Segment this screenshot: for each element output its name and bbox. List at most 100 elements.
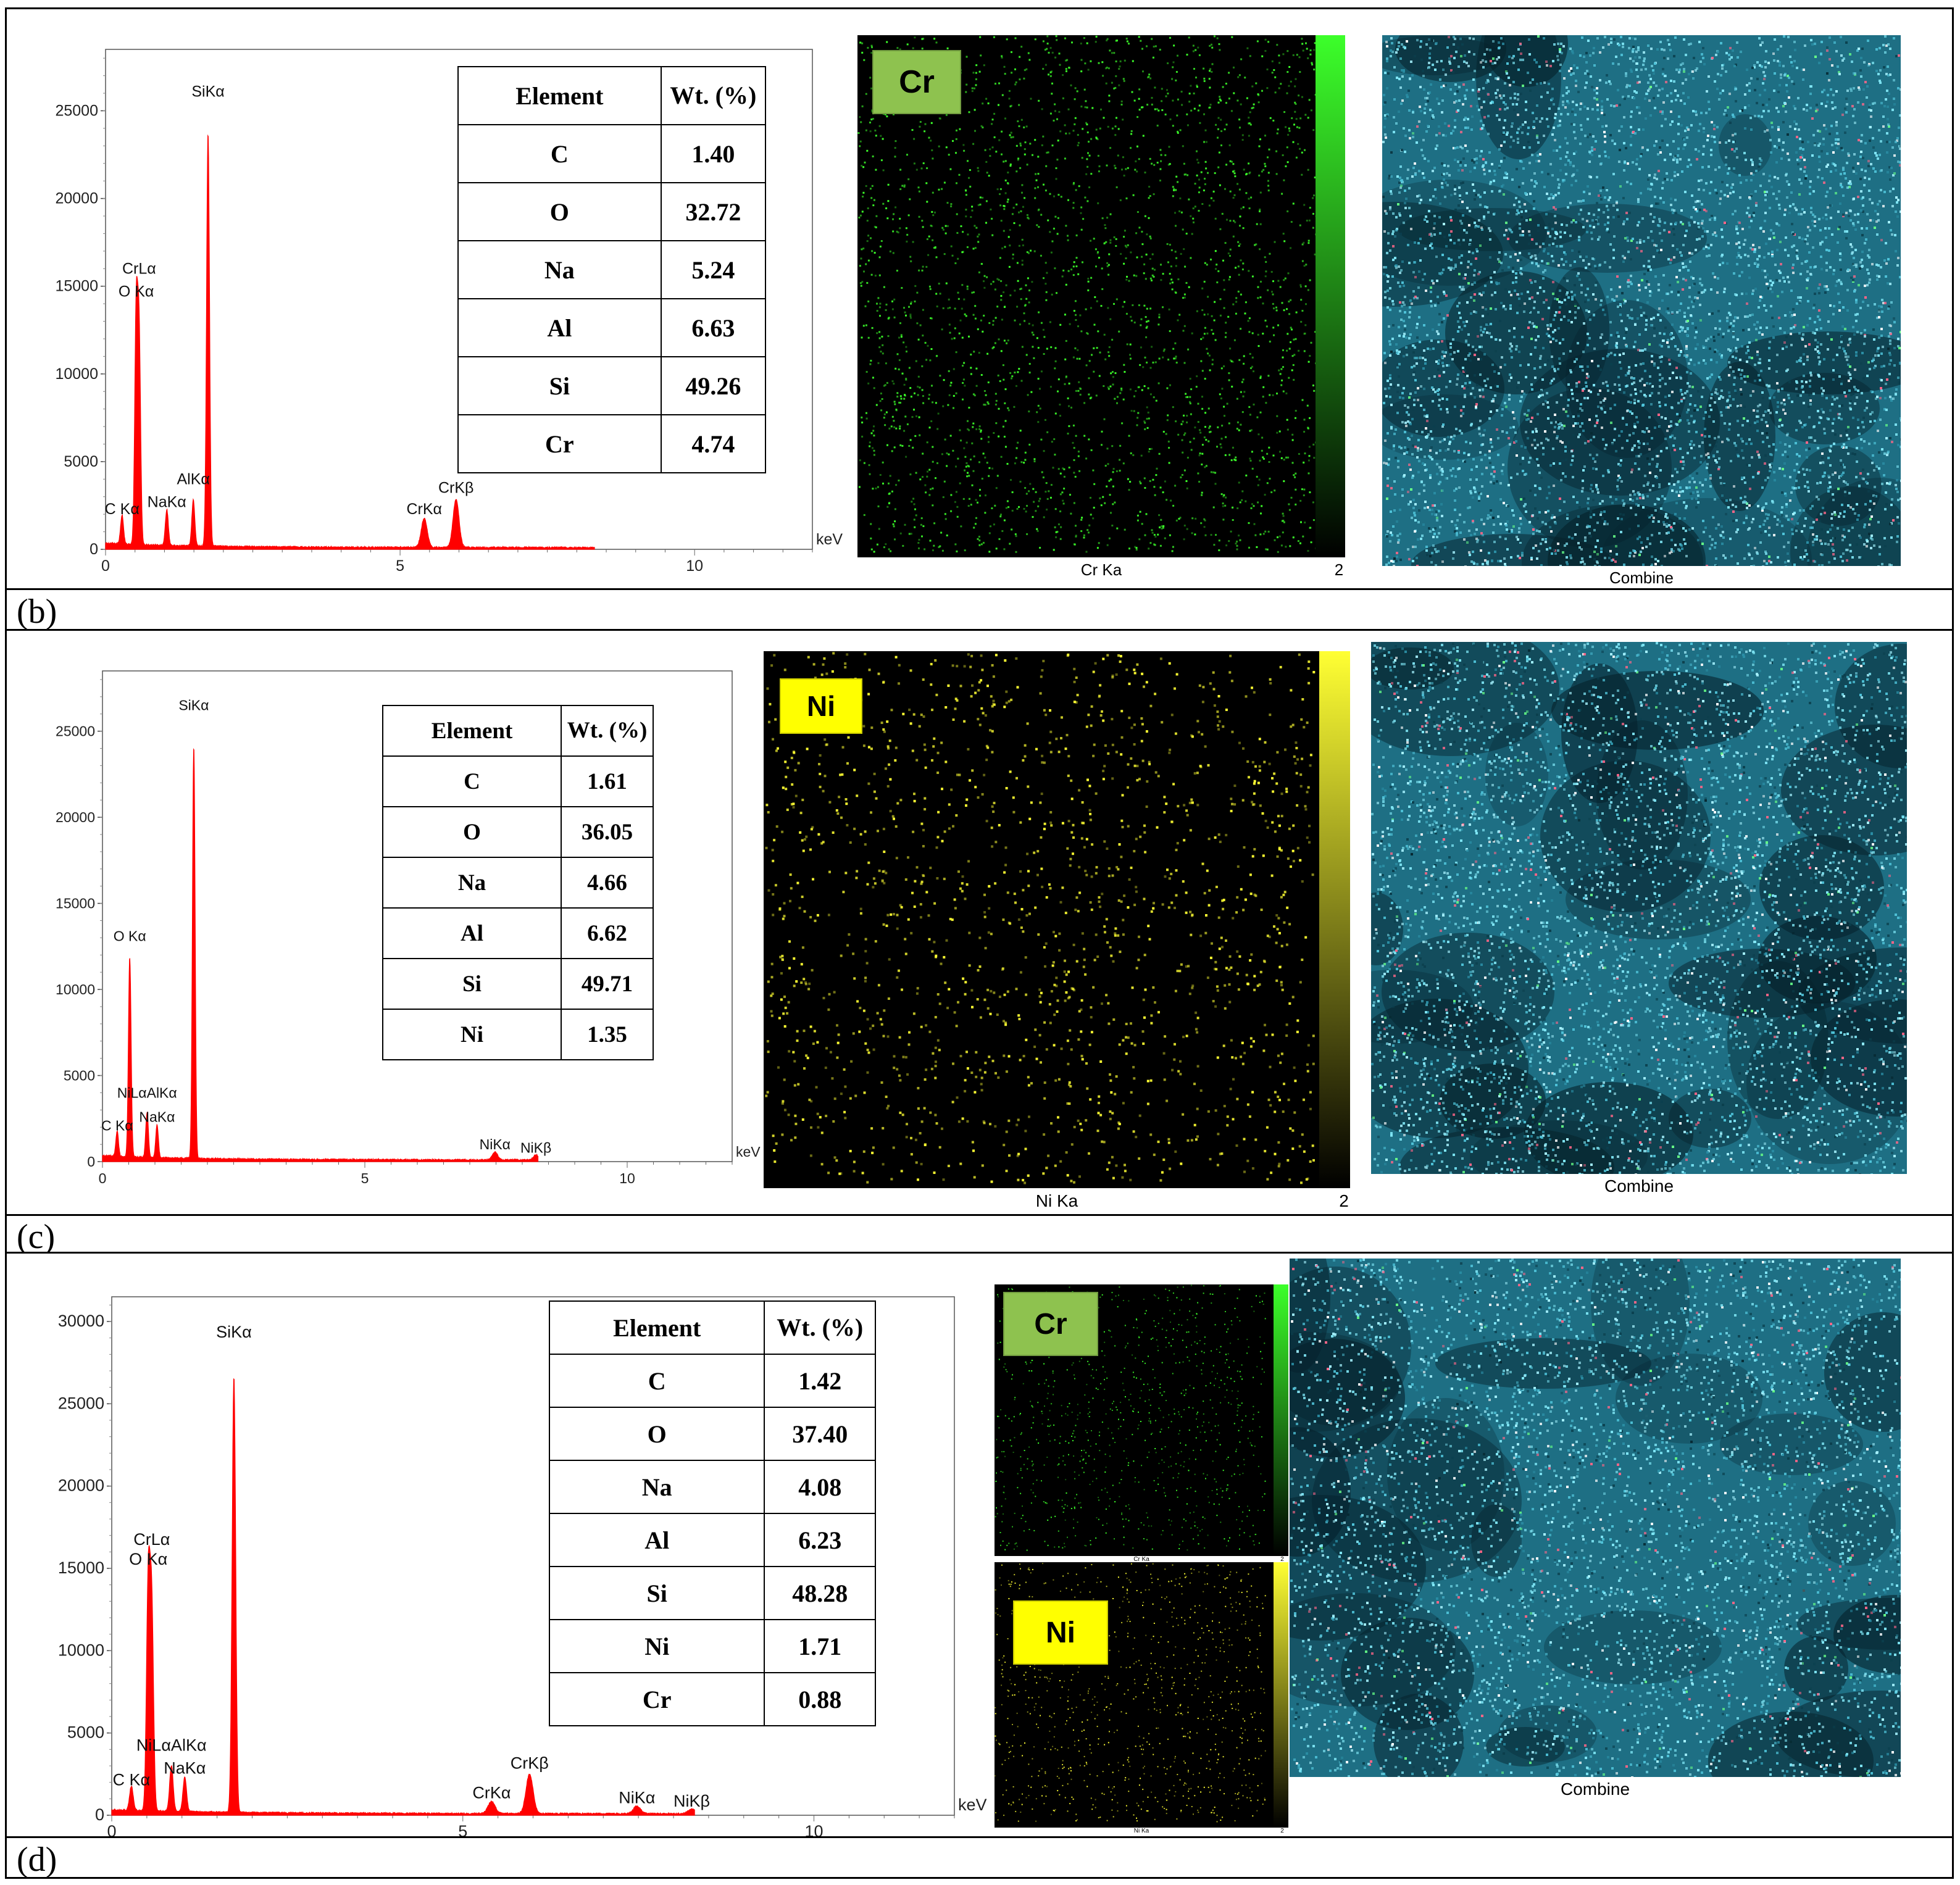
color-scale-bar: [1274, 1284, 1288, 1556]
combine-texture: [1371, 642, 1907, 1174]
combine-map-c: [1371, 642, 1907, 1174]
scale-max-label: 2: [1333, 560, 1345, 580]
table-row: O 36.05: [382, 806, 654, 858]
table-row: Si 49.71: [382, 958, 654, 1010]
x-tick-label: 5: [396, 557, 404, 575]
spectrum-svg: 0 5000 10000 15000 20000 25000 0 5 10 keV SiKα CrLα…: [55, 49, 843, 575]
wt-cell: 6.23: [764, 1513, 876, 1567]
composition-table-d: Element Wt. (%) C 1.42 O 37.40 Na 4.08 Al 6.23 Si 4…: [548, 1300, 876, 1726]
x-tick-label: 10: [686, 557, 703, 575]
panel-c: 0 5000 10000 15000 20000 25000 0 5 10 keV SiKα O Kα…: [5, 629, 1954, 1256]
panel-d: 0 5000 10000 15000 20000 25000 30000 0 5 10 keV SiK…: [5, 1252, 1954, 1879]
map-dots: [857, 35, 1345, 557]
table-row: Al 6.62: [382, 907, 654, 959]
y-tick-label: 15000: [55, 278, 98, 295]
y-tick-label: 25000: [56, 723, 95, 739]
wt-cell: 1.61: [561, 755, 654, 807]
wt-cell: 4.08: [764, 1460, 876, 1514]
table-row: Ni 1.35: [382, 1009, 654, 1060]
composition-table-b: Element Wt. (%) C 1.40 O 32.72 Na 5.24 Al 6.63 Si 4…: [457, 66, 767, 473]
element-cell: Ni: [548, 1619, 765, 1673]
peak-label: C Kα: [105, 501, 140, 518]
element-cell: Si: [457, 356, 662, 415]
peak-label: CrKβ: [511, 1754, 549, 1773]
peak-label: NiKα: [480, 1136, 511, 1152]
wt-cell: 36.05: [561, 806, 654, 858]
element-map-cr-d: Cr: [995, 1284, 1288, 1556]
wt-header: Wt. (%): [660, 66, 767, 125]
peak-label: NiLαAlKα: [136, 1736, 207, 1754]
element-badge: Cr: [1003, 1292, 1098, 1356]
element-cell: C: [382, 755, 562, 807]
table-row: C 1.42: [548, 1354, 876, 1408]
color-scale-bar: [1274, 1562, 1288, 1828]
spectrum-area: [111, 1378, 695, 1816]
element-cell: Na: [548, 1460, 765, 1514]
peak-label: NiKβ: [520, 1140, 551, 1156]
table-header-row: Element Wt. (%): [548, 1300, 876, 1355]
y-tick-label: 10000: [56, 981, 95, 997]
element-header: Element: [457, 66, 662, 125]
peak-label: NaKα: [164, 1759, 206, 1778]
table-header-row: Element Wt. (%): [457, 66, 767, 125]
map-caption: Ni Ka: [764, 1191, 1350, 1211]
x-tick-label: 10: [619, 1170, 635, 1186]
y-tick-label: 20000: [56, 809, 95, 825]
table-row: Cr 4.74: [457, 414, 767, 473]
element-map-cr-b: Cr: [857, 35, 1345, 557]
peak-label: C Kα: [113, 1770, 151, 1789]
peak-label: O Kα: [114, 928, 146, 944]
panel-b: 0 5000 10000 15000 20000 25000 0 5 10 keV SiKα CrLα…: [5, 7, 1954, 631]
wt-cell: 5.24: [660, 240, 767, 299]
x-tick-label: 5: [458, 1822, 467, 1841]
x-tick-label: 0: [101, 557, 110, 575]
y-tick-label: 20000: [55, 190, 98, 207]
table-row: Na 5.24: [457, 240, 767, 299]
element-cell: Ni: [382, 1009, 562, 1060]
wt-header: Wt. (%): [764, 1300, 876, 1355]
element-cell: O: [457, 182, 662, 241]
peak-label: SiKα: [191, 83, 224, 100]
peak-label: CrLα: [122, 260, 156, 277]
composition-table-c: Element Wt. (%) C 1.61 O 36.05 Na 4.66 Al 6.62 Si 4…: [382, 705, 654, 1060]
map-dots: [995, 1284, 1288, 1556]
wt-header: Wt. (%): [561, 705, 654, 757]
scale-max-label: 2: [1338, 1191, 1350, 1211]
peak-label: O Kα: [129, 1550, 167, 1568]
x-tick-label: 5: [361, 1170, 369, 1186]
label-divider-c: [7, 1214, 1952, 1216]
table-row: C 1.61: [382, 755, 654, 807]
eds-spectrum-b: 0 5000 10000 15000 20000 25000 0 5 10 keV SiKα CrLα…: [55, 34, 843, 575]
spectrum-area: [102, 748, 539, 1162]
peak-label: SiKα: [178, 697, 209, 714]
y-tick-label: 25000: [58, 1394, 104, 1412]
wt-cell: 32.72: [660, 182, 767, 241]
element-cell: O: [548, 1407, 765, 1461]
peak-label: SiKα: [216, 1323, 252, 1341]
element-cell: Cr: [548, 1672, 765, 1726]
element-header: Element: [382, 705, 562, 757]
peak-label: O Kα: [119, 283, 154, 300]
element-cell: Si: [382, 958, 562, 1010]
element-cell: Al: [548, 1513, 765, 1567]
spectrum-area: [105, 134, 595, 550]
wt-cell: 49.71: [561, 958, 654, 1010]
wt-cell: 1.42: [764, 1354, 876, 1408]
element-map-ni-c: Ni: [764, 651, 1350, 1188]
peak-label: CrLα: [133, 1530, 170, 1549]
element-header: Element: [548, 1300, 765, 1355]
element-cell: C: [457, 124, 662, 183]
y-tick-label: 0: [90, 541, 98, 558]
table-row: Na 4.66: [382, 857, 654, 909]
y-tick-label: 0: [95, 1805, 104, 1824]
wt-cell: 1.71: [764, 1619, 876, 1673]
wt-cell: 6.63: [660, 298, 767, 357]
wt-cell: 0.88: [764, 1672, 876, 1726]
peak-label: NiKα: [619, 1789, 655, 1807]
x-unit-label: keV: [816, 531, 843, 548]
element-cell: Al: [382, 907, 562, 959]
combine-caption: Combine: [1382, 568, 1901, 588]
combine-caption: Combine: [1371, 1176, 1907, 1196]
wt-cell: 1.40: [660, 124, 767, 183]
